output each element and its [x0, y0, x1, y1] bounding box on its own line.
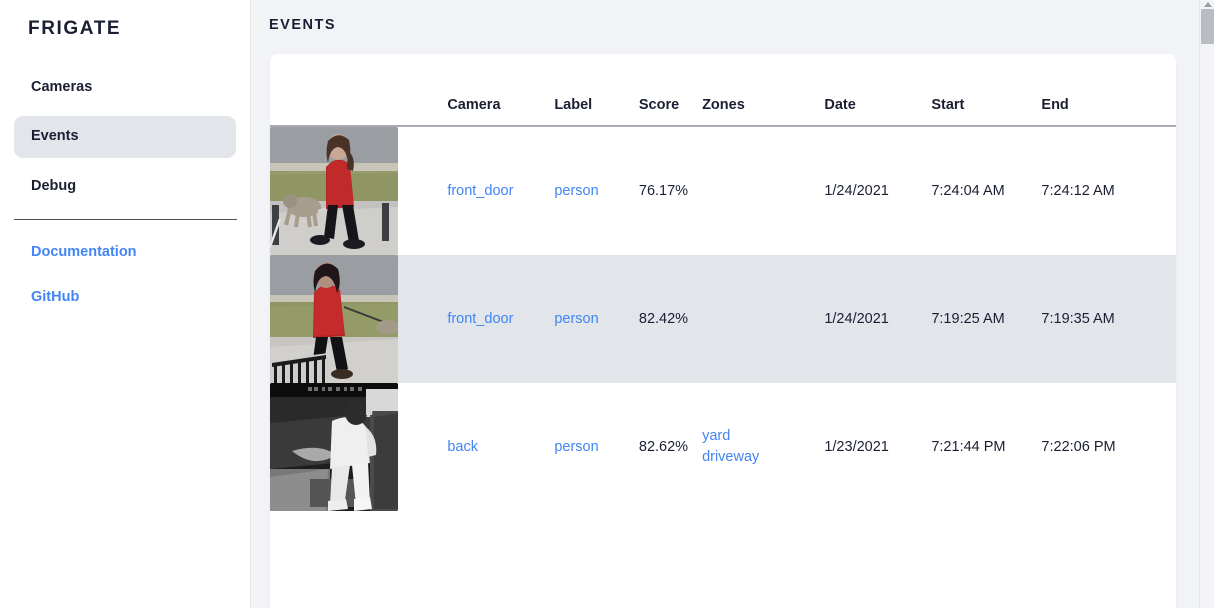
sidebar-divider [14, 218, 237, 220]
event-date-cell: 1/24/2021 [824, 182, 889, 199]
table-header-row: Camera Label Score Zones Date Start End [270, 54, 1176, 128]
event-score-cell: 82.62% [638, 438, 689, 455]
brand-title: FRIGATE [28, 18, 122, 39]
sidebar-link-documentation[interactable]: Documentation [31, 243, 137, 260]
column-header-camera[interactable]: Camera [447, 54, 555, 128]
event-score-cell: 76.17% [638, 182, 689, 199]
event-label-link[interactable]: person [554, 438, 599, 455]
event-zone-link[interactable]: driveway [702, 449, 760, 466]
table-row[interactable]: front_door person 82.42% 1/24/2021 7:19:… [270, 255, 1176, 384]
column-header-end[interactable]: End [1041, 54, 1176, 128]
sidebar-item-events[interactable]: Events [14, 116, 236, 158]
table-row[interactable]: front_door person 76.17% 1/24/2021 7:24:… [270, 126, 1176, 256]
events-table-head: Camera Label Score Zones Date Start End [270, 54, 1176, 128]
event-camera-cell: back [447, 383, 554, 511]
column-header-date[interactable]: Date [824, 54, 932, 128]
event-thumbnail-person-dog-day-2[interactable] [270, 255, 398, 384]
event-camera-link[interactable]: front_door [447, 310, 514, 327]
column-header-score[interactable]: Score [638, 54, 703, 128]
event-label-cell: person [554, 383, 639, 511]
sidebar-nav: Cameras Events Debug [0, 67, 250, 207]
event-zones-cell [702, 126, 824, 255]
event-camera-cell: front_door [447, 255, 554, 383]
event-thumbnail-cell[interactable] [270, 383, 447, 512]
event-thumbnail-person-dog-day-1[interactable] [270, 127, 398, 256]
event-zone-link[interactable]: yard [702, 428, 731, 445]
event-start-cell: 7:19:25 AM [931, 310, 1005, 327]
event-thumbnail-person-infrared-night[interactable] [270, 383, 398, 512]
event-end-cell: 7:22:06 PM [1041, 438, 1116, 455]
sidebar-external-links: Documentation GitHub [0, 236, 250, 315]
events-card: Camera Label Score Zones Date Start End [270, 54, 1176, 608]
scrollbar-up-arrow-icon[interactable] [1200, 0, 1214, 9]
event-label-link[interactable]: person [554, 182, 599, 199]
event-label-link[interactable]: person [554, 310, 599, 327]
column-header-thumbnail[interactable] [270, 54, 448, 128]
sidebar: FRIGATE Cameras Events Debug Documentati… [0, 0, 251, 608]
event-date-cell: 1/24/2021 [824, 310, 889, 327]
sidebar-item-debug[interactable]: Debug [31, 177, 77, 194]
main-content: EVENTS Camera Label Score Zones Date Sta… [251, 0, 1214, 608]
event-camera-link[interactable]: back [447, 438, 478, 455]
event-camera-cell: front_door [447, 126, 554, 255]
event-label-cell: person [554, 255, 639, 383]
sidebar-link-github[interactable]: GitHub [31, 289, 80, 306]
sidebar-item-cameras[interactable]: Cameras [31, 78, 93, 95]
event-thumbnail-cell[interactable] [270, 255, 447, 384]
event-thumbnail-cell[interactable] [270, 126, 447, 256]
event-start-cell: 7:24:04 AM [931, 182, 1005, 199]
page-scrollbar[interactable] [1199, 0, 1214, 608]
event-camera-link[interactable]: front_door [447, 182, 514, 199]
events-table: Camera Label Score Zones Date Start End [270, 54, 1176, 512]
event-end-cell: 7:24:12 AM [1041, 182, 1115, 199]
table-row[interactable]: back person 82.62% yard driveway 1/23/20… [270, 383, 1176, 512]
column-header-zones[interactable]: Zones [702, 54, 825, 128]
event-end-cell: 7:19:35 AM [1041, 310, 1115, 327]
events-table-body: front_door person 76.17% 1/24/2021 7:24:… [270, 126, 1176, 512]
event-date-cell: 1/23/2021 [824, 438, 889, 455]
scrollbar-thumb[interactable] [1201, 9, 1214, 44]
event-score-cell: 82.42% [638, 310, 689, 327]
event-start-cell: 7:21:44 PM [931, 438, 1006, 455]
page-title: EVENTS [269, 17, 337, 33]
event-label-cell: person [554, 126, 639, 255]
column-header-start[interactable]: Start [931, 54, 1042, 128]
column-header-label[interactable]: Label [554, 54, 639, 128]
event-zones-cell [702, 255, 824, 383]
event-zones-cell: yard driveway [702, 383, 824, 511]
